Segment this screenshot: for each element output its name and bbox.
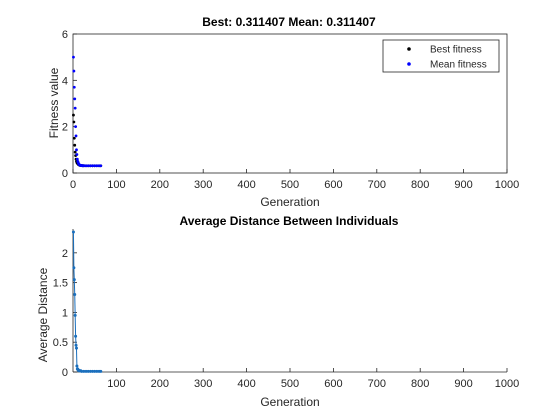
fitness-x-tick-label: 200 (151, 179, 169, 191)
fitness-point-series-1 (99, 164, 103, 168)
distance-point (74, 346, 78, 350)
fitness-plot-title: Best: 0.311407 Mean: 0.311407 (202, 15, 376, 29)
fitness-point-series-0 (73, 150, 77, 154)
fitness-x-tick-label: 300 (194, 179, 212, 191)
legend-box (382, 39, 500, 73)
distance-y-tick-label: 0.5 (53, 337, 68, 349)
fitness-x-tick-label: 600 (324, 179, 342, 191)
fitness-point-series-1 (72, 85, 76, 89)
distance-plot-title: Average Distance Between Individuals (180, 214, 399, 228)
distance-x-tick-label: 400 (237, 378, 255, 390)
distance-y-tick-label: 0 (62, 367, 68, 379)
distance-x-tick-label: 1000 (495, 378, 519, 390)
fitness-point-series-1 (91, 164, 94, 168)
fitness-x-tick-label: 1000 (495, 179, 519, 191)
fitness-series (72, 55, 103, 168)
distance-x-tick-label: 700 (368, 378, 386, 390)
distance-point (84, 369, 88, 373)
legend-label-best: Best fitness (430, 45, 482, 56)
fitness-point-series-1 (73, 106, 77, 110)
distance-point (71, 230, 75, 234)
fitness-legend: Best fitness Mean fitness (382, 39, 500, 73)
fitness-x-axis-label: Generation (260, 195, 319, 209)
distance-point (72, 266, 76, 270)
fitness-point-series-1 (72, 55, 75, 59)
fitness-y-axis-label: Fitness value (47, 67, 61, 138)
fitness-point-series-0 (72, 113, 75, 117)
fitness-x-ticks: 0 100 200 300 400 500 600 700 800 900 1000 (70, 169, 519, 191)
fitness-x-tick-label: 700 (368, 179, 386, 191)
fitness-point-series-1 (74, 125, 78, 129)
fitness-x-tick-label: 400 (237, 179, 255, 191)
legend-label-mean: Mean fitness (430, 60, 487, 71)
fitness-point-series-1 (74, 134, 78, 138)
fitness-point-series-1 (82, 164, 86, 168)
fitness-y-tick-label: 0 (62, 168, 68, 180)
fitness-y-tick-label: 4 (62, 75, 68, 87)
fitness-x-tick-label: 500 (281, 179, 299, 191)
distance-x-axis-label: Generation (260, 395, 319, 409)
distance-point (74, 334, 78, 338)
distance-x-tick-label: 500 (281, 378, 299, 390)
distance-point (95, 369, 99, 373)
distance-point (80, 369, 84, 373)
distance-point (72, 278, 76, 282)
distance-x-tick-label: 900 (454, 378, 472, 390)
distance-point (74, 343, 78, 347)
fitness-y-tick-label: 6 (62, 29, 68, 41)
fitness-point-series-1 (75, 157, 79, 161)
legend-marker-mean (407, 62, 411, 66)
distance-point (86, 369, 90, 373)
fitness-point-series-1 (86, 164, 90, 168)
fitness-point-series-0 (72, 120, 76, 124)
fitness-x-tick-label: 900 (454, 179, 472, 191)
distance-y-tick-label: 1 (62, 307, 68, 319)
fitness-point-series-1 (73, 97, 77, 101)
fitness-point-series-1 (88, 164, 92, 168)
legend-marker-best (407, 47, 411, 51)
fitness-x-tick-label: 0 (70, 179, 76, 191)
fitness-point-series-0 (73, 143, 77, 147)
distance-point (73, 313, 77, 317)
distance-x-tick-label: 800 (411, 378, 429, 390)
distance-x-ticks: 100 200 300 400 500 600 700 800 900 1000 (107, 368, 519, 390)
distance-y-tick-label: 2 (62, 248, 68, 260)
fitness-x-tick-label: 100 (107, 179, 125, 191)
fitness-plot: Best: 0.311407 Mean: 0.311407 0 2 4 6 0 100 2… (47, 15, 519, 209)
distance-point (75, 364, 79, 368)
fitness-point-series-1 (95, 164, 99, 168)
fitness-point-series-1 (75, 148, 78, 152)
distance-series (71, 230, 103, 373)
distance-point (73, 293, 77, 297)
fitness-point-series-1 (93, 164, 97, 168)
distance-point (82, 369, 86, 373)
distance-point (91, 369, 95, 373)
distance-y-axis-label: Average Distance (36, 267, 50, 362)
distance-x-tick-label: 100 (107, 378, 125, 390)
distance-x-tick-label: 300 (194, 378, 212, 390)
distance-y-tick-label: 1.5 (53, 278, 68, 290)
fitness-point-series-1 (84, 164, 88, 168)
fitness-x-tick-label: 800 (411, 179, 429, 191)
distance-point (99, 369, 103, 373)
fitness-y-tick-label: 2 (62, 122, 68, 134)
fitness-point-series-1 (75, 153, 79, 156)
distance-x-tick-label: 200 (151, 378, 169, 390)
fitness-point-series-1 (72, 69, 76, 73)
distance-point (88, 369, 92, 373)
fitness-point-series-0 (72, 136, 76, 140)
distance-plot: Average Distance Between Individuals 0 0.… (36, 214, 519, 409)
distance-x-tick-label: 600 (324, 378, 342, 390)
distance-point (93, 369, 97, 373)
distance-y-ticks: 0 0.5 1 1.5 2 (53, 248, 77, 379)
